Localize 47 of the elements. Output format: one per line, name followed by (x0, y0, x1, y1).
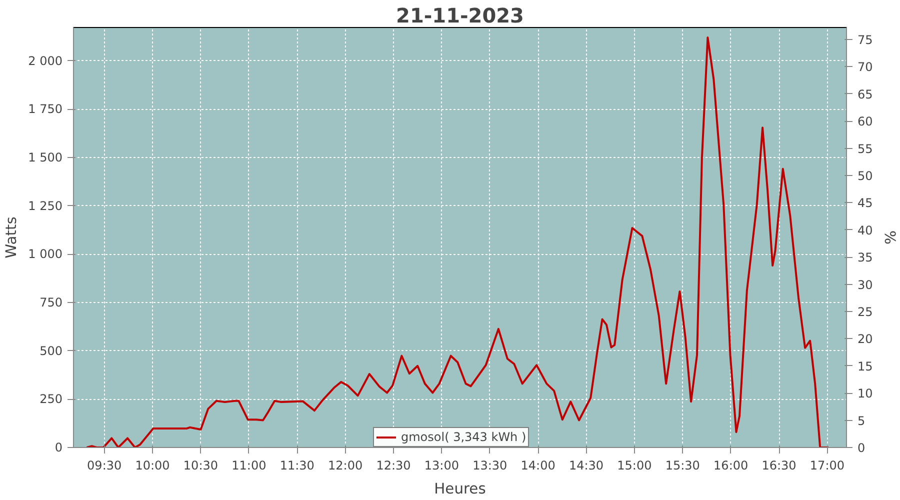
x-tick-label: 15:00 (617, 458, 652, 472)
x-tick-label: 12:30 (376, 458, 411, 472)
y-tick-label: 1 000 (28, 247, 63, 262)
y2-tick-label: 65 (858, 87, 873, 102)
y-tick-label: 500 (40, 344, 62, 358)
y2-tick-label: 20 (858, 332, 873, 346)
y2-tick-label: 15 (858, 359, 873, 374)
y-axis-title: Watts (3, 216, 20, 258)
x-tick-label: 15:30 (665, 458, 700, 472)
y-tick-label: 750 (40, 295, 62, 310)
y2-tick-label: 70 (858, 60, 873, 74)
y-tick-label: 250 (40, 392, 62, 406)
x-tick-label: 11:00 (232, 458, 266, 472)
y2-tick-label: 0 (858, 441, 866, 455)
line-series (86, 36, 830, 448)
x-tick-label: 14:00 (520, 458, 556, 472)
y2-tick-label: 60 (858, 114, 873, 129)
chart-title: 21-11-2023 (396, 4, 524, 28)
x-tick-label: 13:30 (472, 458, 508, 472)
x-tick-label: 13:00 (424, 458, 459, 472)
y2-axis-title: % (880, 230, 898, 245)
y2-tick-label: 55 (858, 142, 873, 156)
y2-tick-label: 25 (858, 304, 873, 319)
x-axis-title: Heures (434, 480, 486, 498)
y-tick-label: 1 500 (28, 150, 63, 164)
y2-tick-label: 40 (858, 223, 873, 238)
y2-tick-label: 75 (858, 32, 873, 47)
y2-tick-label: 30 (858, 278, 873, 292)
y-tick-label: 0 (54, 440, 63, 454)
y-tick-label: 2 000 (28, 54, 63, 68)
y2-tick-label: 45 (858, 196, 873, 210)
y-tick-label: 1 250 (28, 198, 63, 213)
y2-tick-label: 5 (858, 414, 866, 428)
x-tick-label: 10:30 (183, 458, 218, 472)
x-tick-label: 12:00 (328, 458, 363, 472)
legend-label: gmosol( 3,343 kWh ) (401, 430, 526, 444)
x-tick-label: 11:30 (280, 458, 314, 472)
x-tick-label: 16:00 (714, 458, 748, 472)
y2-tick-label: 50 (858, 168, 873, 183)
x-tick-label: 17:00 (810, 458, 845, 472)
y2-tick-label: 10 (858, 386, 873, 401)
x-tick-label: 14:30 (568, 458, 604, 472)
x-tick-label: 09:30 (87, 458, 122, 472)
y2-tick-label: 35 (858, 250, 873, 265)
x-tick-label: 16:30 (762, 458, 796, 472)
y-tick-label: 1 750 (28, 102, 63, 116)
x-tick-label: 10:00 (135, 458, 170, 472)
